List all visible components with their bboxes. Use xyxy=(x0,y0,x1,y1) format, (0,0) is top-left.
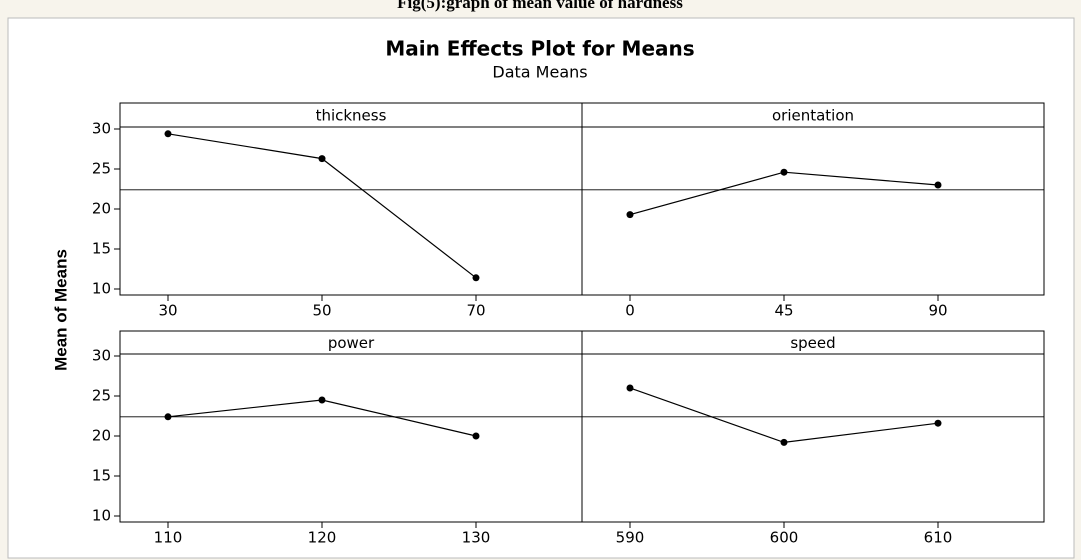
chart-title: Main Effects Plot for Means xyxy=(385,37,694,61)
x-tick-label: 610 xyxy=(924,529,953,547)
panel-label: power xyxy=(328,334,375,352)
panel-label: thickness xyxy=(316,107,387,125)
point xyxy=(472,432,480,440)
x-tick-label: 130 xyxy=(462,529,491,547)
point xyxy=(934,419,942,427)
panel-strip xyxy=(581,102,1045,128)
y-tick-label: 10 xyxy=(92,280,111,298)
point xyxy=(934,181,942,189)
x-tick-label: 110 xyxy=(154,529,183,547)
x-tick-label: 70 xyxy=(466,302,485,320)
chart-subtitle: Data Means xyxy=(492,63,587,82)
x-tick-label: 30 xyxy=(158,302,177,320)
x-tick-label: 90 xyxy=(928,302,947,320)
y-tick-label: 20 xyxy=(92,200,111,218)
y-tick-label: 25 xyxy=(92,387,111,405)
y-tick-label: 30 xyxy=(92,347,111,365)
panel-label: orientation xyxy=(772,107,854,125)
point xyxy=(780,438,788,446)
x-tick-label: 0 xyxy=(625,302,635,320)
y-tick-label: 15 xyxy=(92,240,111,258)
point xyxy=(318,396,326,404)
panel xyxy=(581,353,1045,523)
panel xyxy=(581,126,1045,296)
x-tick-label: 590 xyxy=(616,529,645,547)
x-tick-label: 45 xyxy=(774,302,793,320)
panel xyxy=(119,353,583,523)
point xyxy=(164,413,172,421)
caption: Fig(5):graph of mean value of hardness xyxy=(397,0,683,12)
y-axis-label: Mean of Means xyxy=(51,249,70,371)
point xyxy=(626,384,634,392)
point xyxy=(472,274,480,282)
y-tick-label: 15 xyxy=(92,467,111,485)
y-tick-label: 10 xyxy=(92,507,111,525)
point xyxy=(318,155,326,163)
x-tick-label: 600 xyxy=(770,529,799,547)
panel-strip xyxy=(119,102,583,128)
panel-strip xyxy=(581,330,1045,355)
panel xyxy=(119,126,583,296)
x-tick-label: 50 xyxy=(312,302,331,320)
point xyxy=(780,168,788,176)
y-tick-label: 30 xyxy=(92,120,111,138)
panel-label: speed xyxy=(790,334,835,352)
y-tick-label: 20 xyxy=(92,427,111,445)
point xyxy=(626,211,634,219)
point xyxy=(164,130,172,138)
x-tick-label: 120 xyxy=(308,529,337,547)
y-tick-label: 25 xyxy=(92,160,111,178)
